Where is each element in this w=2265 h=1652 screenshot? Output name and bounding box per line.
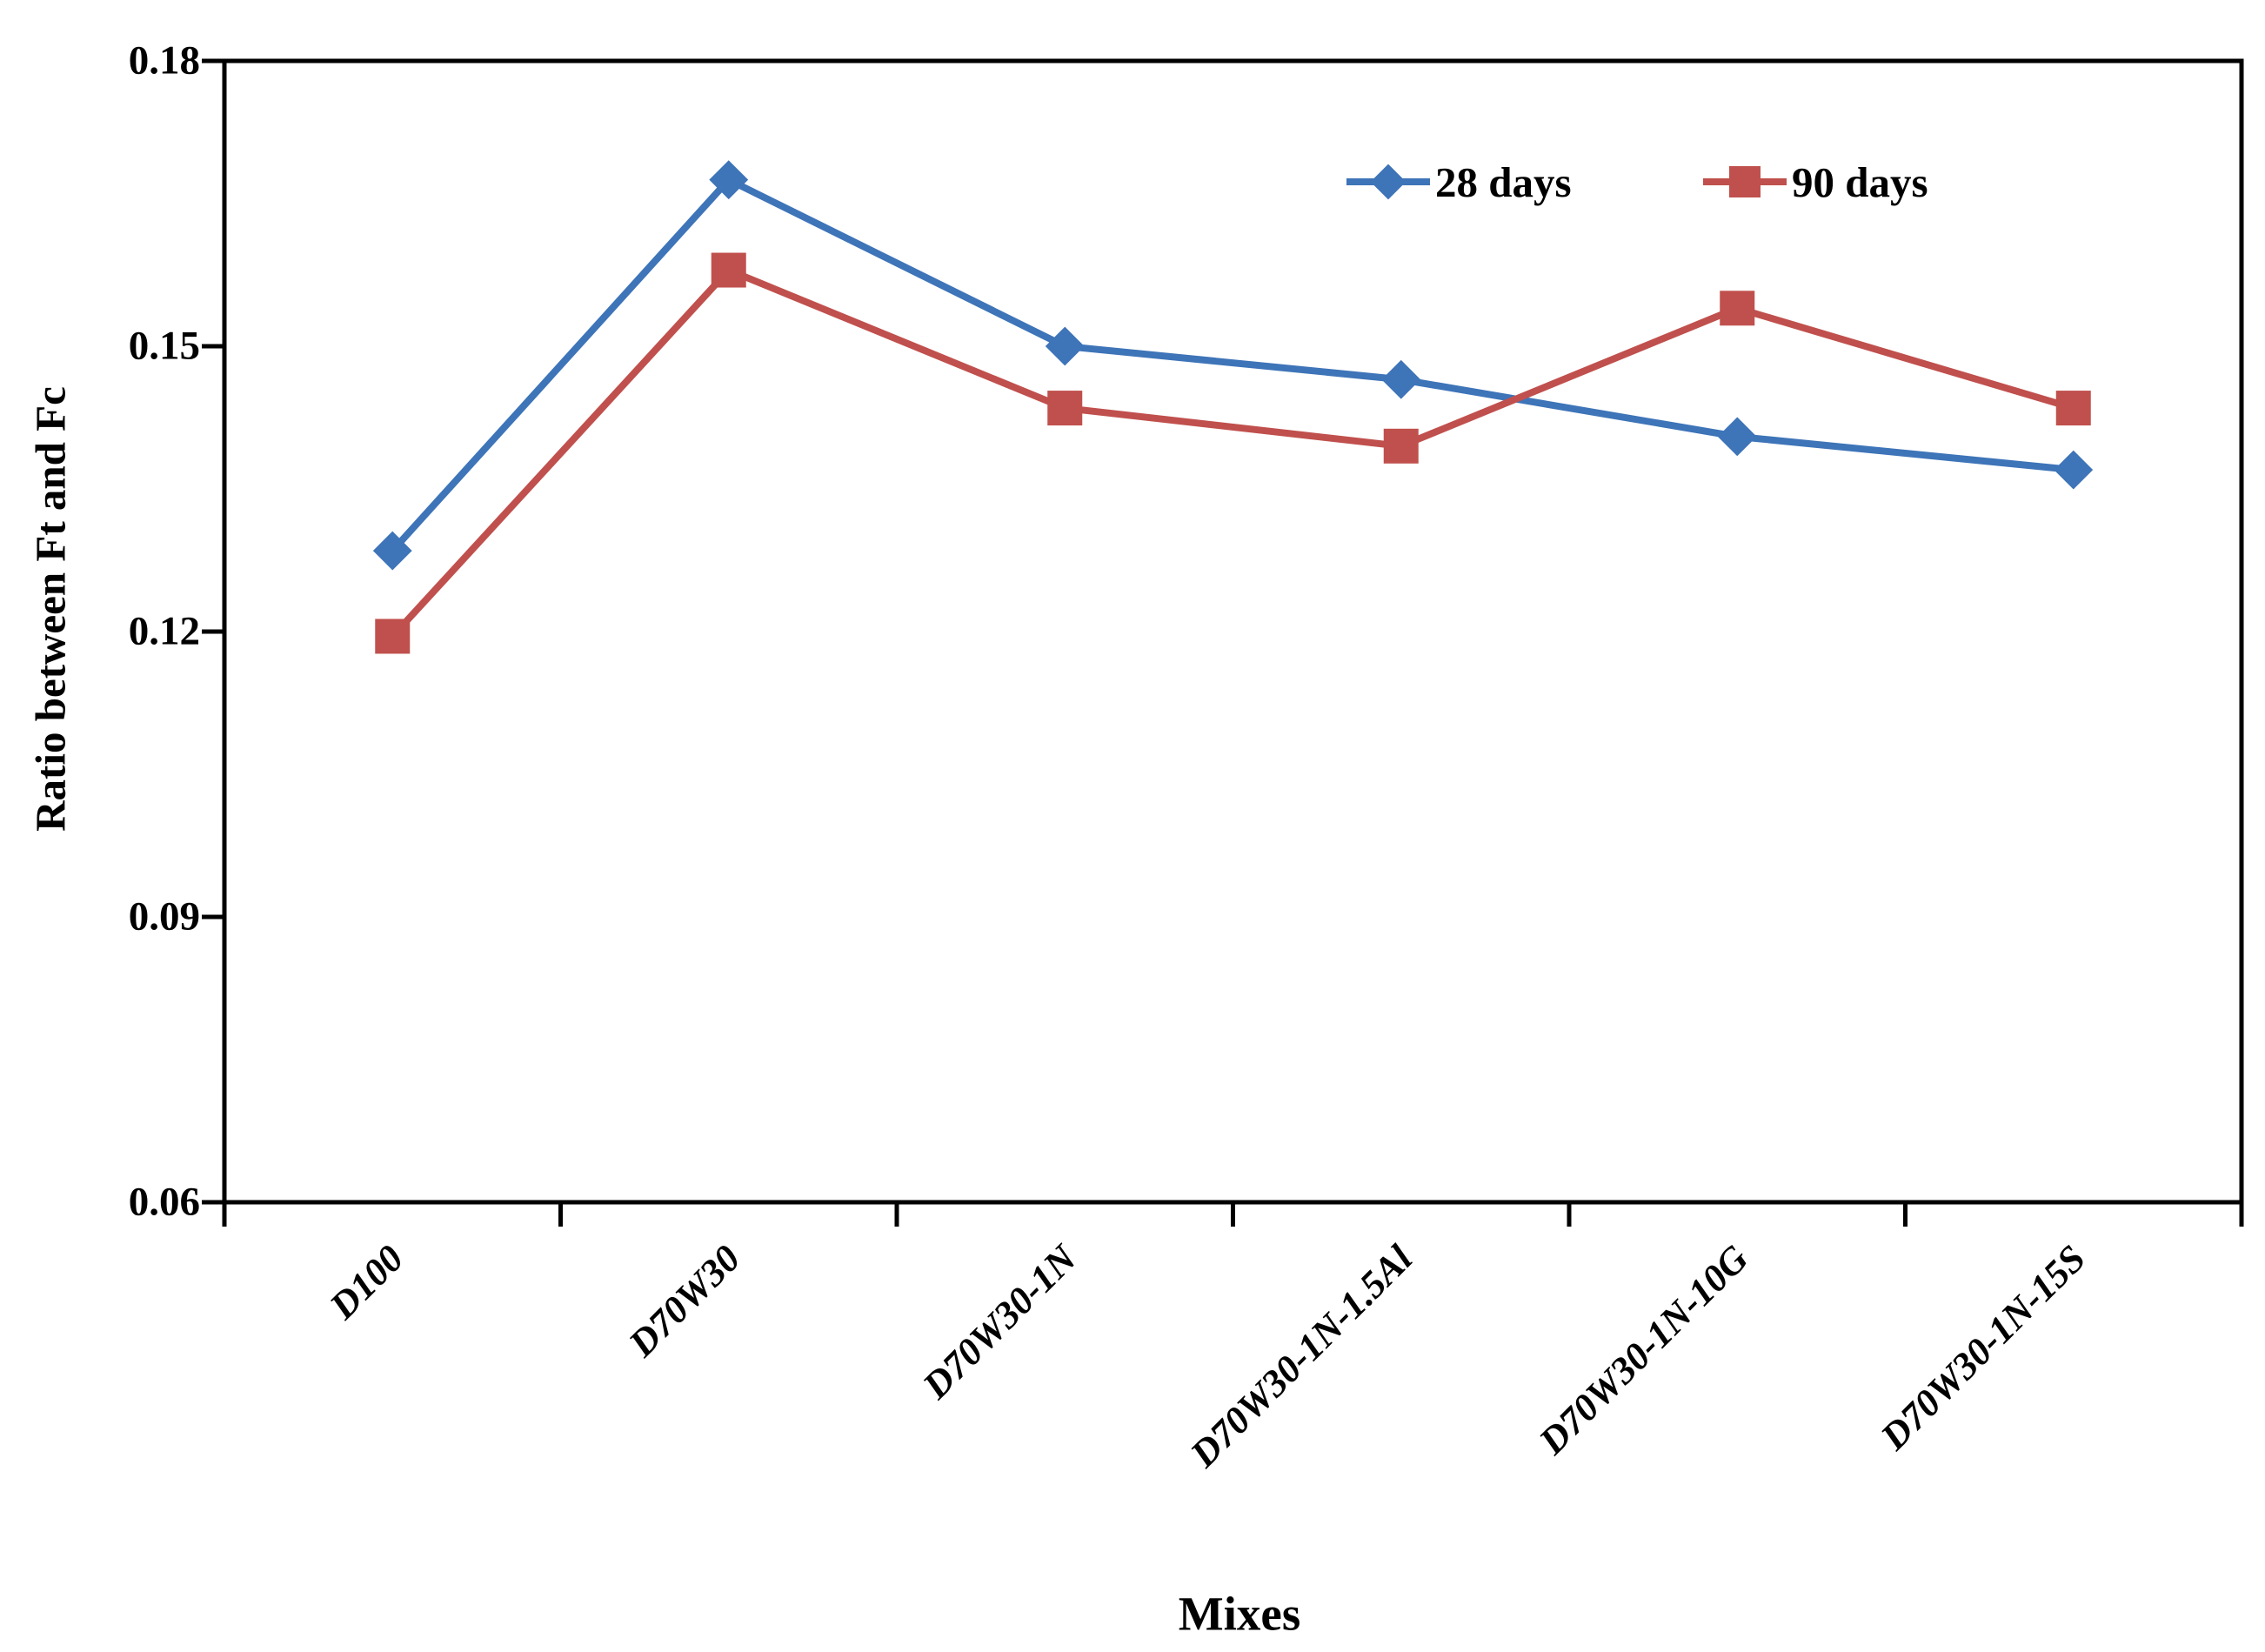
legend-item-90-days: 90 days bbox=[1701, 157, 1928, 207]
ytick-label-0.12: 0.12 bbox=[128, 608, 200, 654]
legend-item-28-days: 28 days bbox=[1345, 157, 1572, 207]
legend-label-28-days: 28 days bbox=[1435, 157, 1572, 206]
data-point-28-days-D70W30-1N-15S bbox=[2054, 450, 2094, 490]
x-axis-title: Mixes bbox=[1178, 1587, 1301, 1641]
legend-marker-shape bbox=[1729, 166, 1761, 197]
legend-marker-shape bbox=[1370, 164, 1406, 200]
y-axis-title: Ratio between Ft and Fc bbox=[26, 386, 75, 832]
data-point-90-days-D70W30-1N-10G bbox=[1720, 291, 1755, 326]
ytick-label-0.15: 0.15 bbox=[128, 323, 200, 369]
legend-label-90-days: 90 days bbox=[1792, 157, 1928, 206]
data-point-28-days-D70W30-1N-10G bbox=[1717, 417, 1757, 457]
data-point-28-days-D70W30-1N bbox=[1045, 326, 1085, 366]
data-point-28-days-D70W30 bbox=[709, 160, 749, 200]
axis-ticks bbox=[202, 58, 2244, 1227]
data-point-90-days-D70W30-1N-15S bbox=[2055, 391, 2091, 426]
legend-marker-28-days-icon bbox=[1346, 164, 1430, 200]
ytick-label-0.06: 0.06 bbox=[128, 1179, 200, 1225]
data-point-28-days-D70W30-1N-1.5Al bbox=[1381, 359, 1421, 399]
plot-border bbox=[222, 58, 2244, 1205]
ytick-label-0.09: 0.09 bbox=[128, 893, 200, 940]
series-layer bbox=[372, 160, 2094, 654]
data-point-90-days-D70W30-1N-1.5Al bbox=[1383, 428, 1419, 464]
series-line-28-days bbox=[390, 175, 2075, 553]
series-line-90-days bbox=[390, 265, 2075, 639]
data-point-90-days-D70W30 bbox=[711, 252, 746, 288]
data-point-90-days-D70W30-1N bbox=[1047, 391, 1083, 426]
data-point-90-days-D100 bbox=[375, 619, 411, 654]
legend-marker-90-days-icon bbox=[1703, 166, 1787, 197]
ytick-label-0.18: 0.18 bbox=[128, 37, 200, 84]
data-point-28-days-D100 bbox=[372, 531, 412, 571]
